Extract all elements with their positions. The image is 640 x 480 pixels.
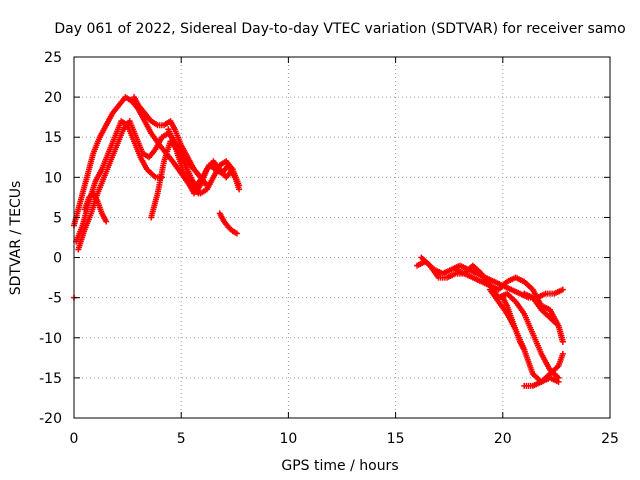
data-point (555, 378, 562, 385)
tick-labels: 0 5 10 15 20 25 -20 -15 -10 -5 0 5 10 15 20 25 (39, 50, 619, 447)
data-point (559, 350, 566, 357)
plot-frame (73, 56, 611, 419)
x-tick-label: 20 (494, 431, 512, 447)
x-tick-label: 10 (279, 431, 297, 447)
y-tick-label: -5 (48, 291, 62, 307)
data-point (521, 346, 528, 353)
data-point (559, 286, 566, 293)
series-track-9 (81, 190, 110, 225)
ticks (73, 56, 611, 419)
x-tick-label: 5 (177, 431, 186, 447)
series-track-11 (414, 258, 566, 301)
y-tick-label: -15 (39, 371, 62, 387)
data-layer (71, 94, 566, 389)
series-track-12 (418, 254, 566, 345)
y-tick-label: -10 (39, 331, 62, 347)
data-point (236, 186, 243, 193)
x-axis-title: GPS time / hours (281, 458, 398, 474)
x-tick-label: 0 (70, 431, 79, 447)
data-point (559, 338, 566, 345)
series-track-16 (521, 290, 566, 345)
series-track-17 (521, 374, 562, 389)
y-tick-label: 20 (44, 90, 62, 106)
x-tick-label: 25 (601, 431, 619, 447)
grid (74, 57, 610, 418)
series-track-14 (486, 286, 566, 385)
y-tick-label: 25 (44, 50, 62, 66)
y-tick-label: 5 (53, 210, 62, 226)
y-tick-label: 10 (44, 170, 62, 186)
y-tick-label: -20 (39, 411, 62, 427)
x-tick-label: 15 (387, 431, 405, 447)
data-point (233, 230, 240, 237)
y-tick-label: 0 (53, 251, 62, 267)
data-point (103, 218, 110, 225)
y-axis-title: SDTVAR / TECUs (8, 181, 24, 296)
series-track-15 (499, 294, 528, 353)
series-track-7 (178, 150, 243, 197)
y-tick-label: 15 (44, 130, 62, 146)
series-track-8 (216, 210, 240, 237)
chart-title: Day 061 of 2022, Sidereal Day-to-day VTE… (54, 21, 625, 37)
